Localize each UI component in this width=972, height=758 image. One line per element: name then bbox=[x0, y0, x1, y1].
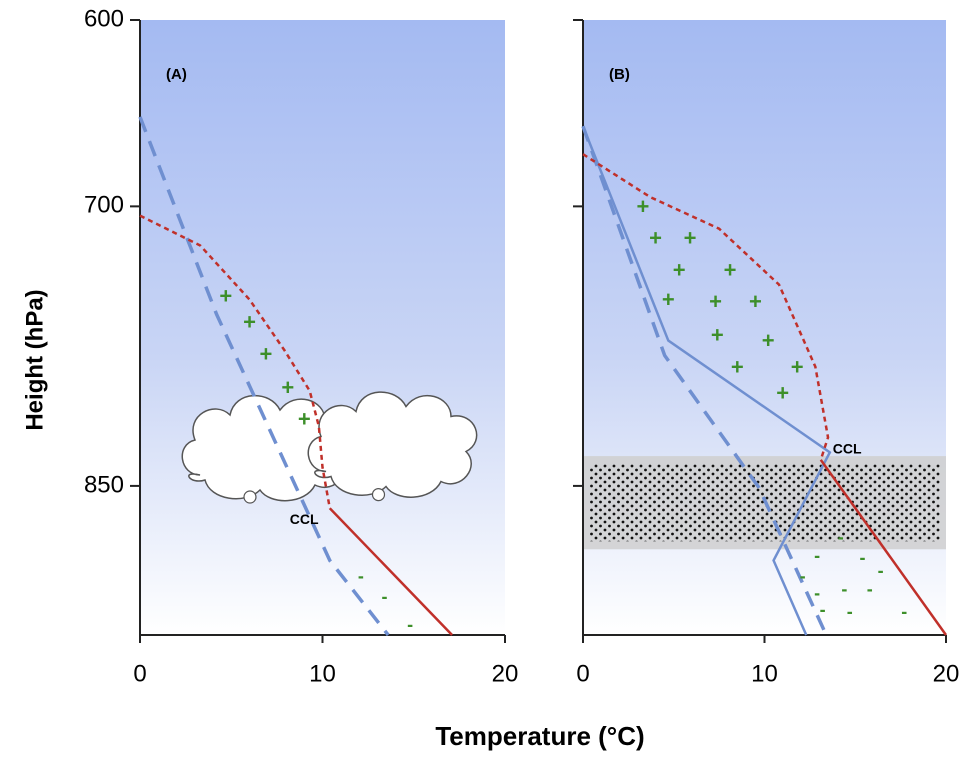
sign-marker: + bbox=[749, 289, 762, 314]
panel: 0 10 20(B)CCL++ ++ ++ + ++ ++ ++-- -- -- - -- - - bbox=[573, 19, 960, 687]
ccl-label: CCL bbox=[833, 441, 862, 457]
sign-marker: - bbox=[814, 583, 820, 603]
sign-marker: + bbox=[762, 328, 775, 353]
sign-marker: - bbox=[841, 579, 847, 599]
sign-marker: - bbox=[847, 601, 853, 621]
sign-marker: + bbox=[776, 380, 789, 405]
sign-marker: + bbox=[673, 257, 686, 282]
sign-marker: + bbox=[281, 375, 294, 400]
cloud-puff bbox=[243, 490, 257, 504]
profile-line bbox=[328, 507, 453, 636]
profile-line bbox=[138, 116, 390, 637]
sign-marker: - bbox=[820, 600, 826, 620]
sign-marker: + bbox=[259, 341, 272, 366]
sign-marker: + bbox=[709, 289, 722, 314]
profile-line bbox=[581, 125, 832, 636]
sign-marker: + bbox=[298, 406, 311, 431]
profile-line bbox=[582, 153, 830, 461]
sign-marker: - bbox=[814, 545, 820, 565]
sign-marker: - bbox=[838, 527, 844, 547]
sign-marker: + bbox=[731, 354, 744, 379]
sign-marker: + bbox=[243, 310, 256, 335]
x-tick-label: 20 bbox=[933, 660, 960, 687]
cloud-puff bbox=[371, 488, 386, 502]
sign-marker: - bbox=[358, 566, 364, 586]
sign-marker: + bbox=[724, 257, 737, 282]
sign-marker: + bbox=[662, 287, 675, 312]
y-tick-label: 850 bbox=[84, 471, 124, 498]
sign-marker: - bbox=[860, 547, 866, 567]
ccl-label: CCL bbox=[290, 511, 319, 527]
y-axis-label: Height (hPa) bbox=[21, 289, 48, 430]
sign-marker: - bbox=[867, 579, 873, 599]
sign-marker: - bbox=[382, 586, 388, 606]
sign-marker: - bbox=[878, 560, 884, 580]
y-tick-label: 600 bbox=[84, 5, 124, 32]
x-tick-label: 0 bbox=[576, 660, 589, 687]
x-tick-label: 10 bbox=[309, 660, 336, 687]
sign-marker: - bbox=[800, 566, 806, 586]
sign-marker: + bbox=[649, 226, 662, 251]
sign-marker: - bbox=[901, 601, 907, 621]
sign-marker: + bbox=[219, 283, 232, 308]
y-tick-label: 700 bbox=[84, 192, 124, 219]
profile-line bbox=[581, 125, 828, 636]
profile-line bbox=[819, 459, 948, 636]
plot-background bbox=[140, 20, 505, 635]
x-tick-label: 10 bbox=[751, 660, 778, 687]
sign-marker: + bbox=[791, 354, 804, 379]
profile-line bbox=[139, 214, 332, 509]
panel-title: (B) bbox=[609, 66, 630, 83]
x-tick-label: 0 bbox=[133, 660, 146, 687]
x-axis-label: Temperature (°C) bbox=[435, 721, 644, 751]
sign-marker: - bbox=[407, 614, 413, 634]
x-tick-label: 20 bbox=[492, 660, 519, 687]
sign-marker: + bbox=[636, 194, 649, 219]
panel-title: (A) bbox=[166, 66, 187, 83]
sign-marker: + bbox=[711, 323, 724, 348]
cloud bbox=[307, 391, 478, 498]
sign-marker: + bbox=[684, 226, 697, 251]
